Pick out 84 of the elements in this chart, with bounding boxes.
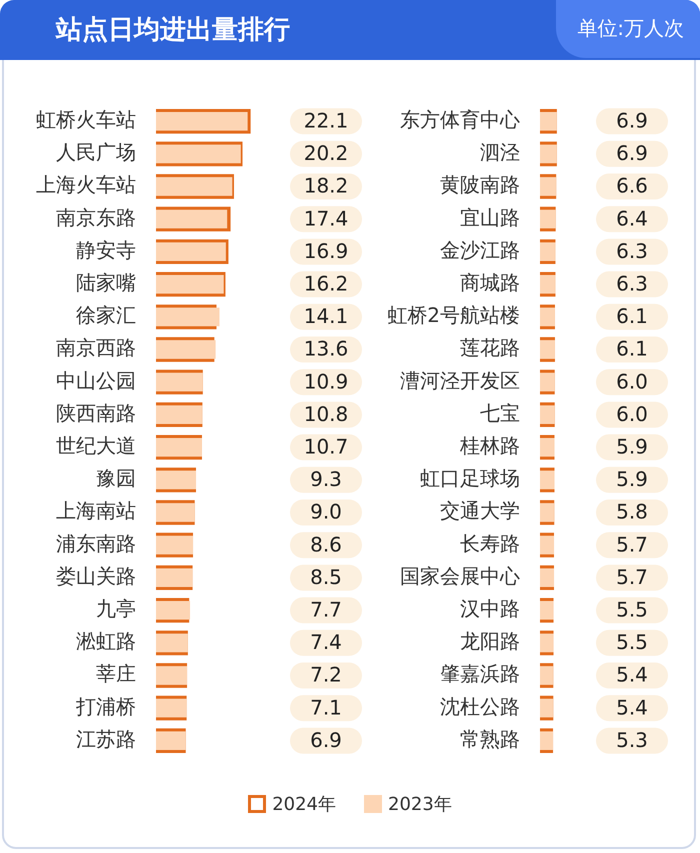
y-tick-label: 肇嘉浜路 xyxy=(440,662,520,686)
data-label: 16.2 xyxy=(304,272,348,296)
data-label: 5.5 xyxy=(616,630,648,654)
data-label: 5.8 xyxy=(616,500,648,524)
data-label: 5.4 xyxy=(616,662,648,687)
data-label: 5.9 xyxy=(616,467,648,492)
y-tick-label: 中山公园 xyxy=(56,368,136,392)
y-tick-label: 虹口足球场 xyxy=(420,466,520,490)
data-label: 7.1 xyxy=(310,695,342,720)
text: 单位:万人次 xyxy=(577,15,684,42)
data-label: 6.1 xyxy=(616,336,648,361)
y-tick-label: 黄陂南路 xyxy=(440,172,520,197)
y-tick-label: 金沙江路 xyxy=(440,238,520,262)
y-tick-label: 江苏路 xyxy=(76,726,136,751)
y-tick-label: 宜山路 xyxy=(460,205,520,230)
data-label: 13.6 xyxy=(304,336,348,361)
y-tick-label: 汉中路 xyxy=(460,596,520,621)
y-tick-label: 龙阳路 xyxy=(460,629,520,654)
data-label: 5.7 xyxy=(616,564,648,589)
data-label: 6.4 xyxy=(616,206,648,230)
y-tick-label: 九亭 xyxy=(96,596,136,621)
y-tick-label: 莘庄 xyxy=(96,662,136,686)
data-label: 10.7 xyxy=(304,434,348,459)
y-tick-label: 陆家嘴 xyxy=(76,270,136,295)
data-label: 20.2 xyxy=(304,141,348,166)
data-label: 16.9 xyxy=(304,238,348,263)
y-tick-label: 南京东路 xyxy=(56,205,136,230)
data-label: 6.3 xyxy=(616,272,648,296)
data-label: 5.7 xyxy=(616,532,648,556)
y-tick-label: 陕西南路 xyxy=(56,400,136,425)
data-label: 10.9 xyxy=(304,369,348,394)
y-tick-label: 桂林路 xyxy=(459,434,520,458)
y-tick-label: 娄山关路 xyxy=(56,564,136,588)
data-label: 6.3 xyxy=(616,238,648,263)
data-label: 5.9 xyxy=(616,434,648,459)
y-tick-label: 打浦桥 xyxy=(75,694,136,718)
data-label: 9.3 xyxy=(310,467,342,492)
y-tick-label: 国家会展中心 xyxy=(400,564,520,588)
legend-label: 2024年 xyxy=(272,793,336,816)
y-tick-label: 泗泾 xyxy=(480,140,520,164)
data-label: 10.8 xyxy=(304,402,348,426)
y-tick-label: 人民广场 xyxy=(56,140,136,164)
data-label: 6.9 xyxy=(310,728,342,752)
data-label: 7.7 xyxy=(310,598,342,622)
y-tick-label: 商城路 xyxy=(460,270,520,295)
data-label: 6.9 xyxy=(616,108,648,133)
data-label: 5.3 xyxy=(616,728,648,752)
y-tick-label: 交通大学 xyxy=(440,498,520,523)
data-label: 8.6 xyxy=(310,532,342,556)
y-tick-label: 世纪大道 xyxy=(56,434,136,458)
data-label: 5.4 xyxy=(616,695,648,720)
data-label: 17.4 xyxy=(304,206,348,230)
y-tick-label: 南京西路 xyxy=(56,336,136,360)
y-tick-label: 静安寺 xyxy=(76,238,136,262)
data-label: 14.1 xyxy=(304,304,348,328)
y-tick-label: 上海南站 xyxy=(56,498,136,523)
y-tick-label: 虹桥火车站 xyxy=(36,108,136,132)
data-label: 6.0 xyxy=(616,402,648,426)
data-label: 6.9 xyxy=(616,141,648,166)
y-tick-label: 东方体育中心 xyxy=(400,108,520,132)
y-tick-label: 淞虹路 xyxy=(76,629,136,654)
data-label: 8.5 xyxy=(310,564,342,589)
y-tick-label: 上海火车站 xyxy=(36,172,136,197)
data-label: 9.0 xyxy=(310,500,342,524)
y-tick-label: 七宝 xyxy=(480,400,520,425)
data-label: 18.2 xyxy=(304,174,348,198)
data-label: 6.1 xyxy=(616,304,648,328)
legend-label: 2023年 xyxy=(388,793,452,816)
data-label: 6.6 xyxy=(616,174,648,198)
data-label: 7.2 xyxy=(310,662,342,687)
y-tick-label: 徐家汇 xyxy=(76,303,136,328)
y-tick-label: 浦东南路 xyxy=(56,531,136,556)
y-tick-label: 虹桥2号航站楼 xyxy=(387,303,520,328)
data-label: 6.0 xyxy=(616,369,648,394)
y-tick-label: 长寿路 xyxy=(460,531,520,556)
y-tick-label: 豫园 xyxy=(96,466,136,490)
y-tick-label: 常熟路 xyxy=(460,726,520,751)
y-tick-label: 莲花路 xyxy=(460,336,520,360)
y-tick-label: 沈杜公路 xyxy=(440,694,520,718)
data-label: 7.4 xyxy=(310,630,342,654)
chart-title: 站点日均进出量排行 xyxy=(56,14,290,47)
y-tick-label: 漕河泾开发区 xyxy=(400,368,520,392)
data-label: 5.5 xyxy=(616,598,648,622)
data-label: 22.1 xyxy=(304,108,348,133)
